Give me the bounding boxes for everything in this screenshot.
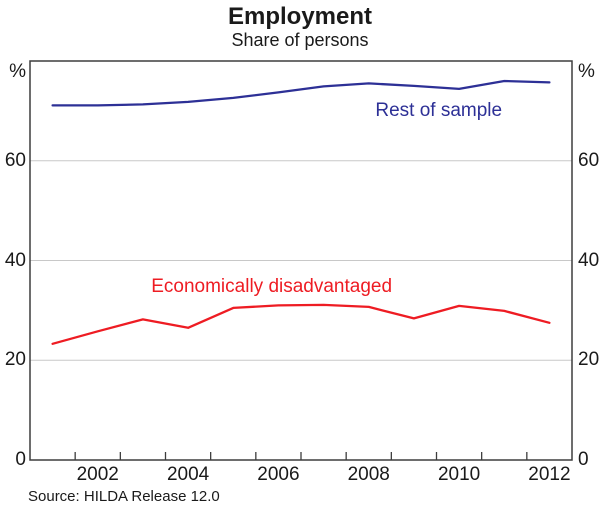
y-axis-unit-right: %	[578, 61, 595, 82]
x-tick-label-2008: 2008	[347, 464, 390, 485]
chart-title: Employment	[227, 3, 373, 30]
economically-disadvantaged-line	[51, 303, 551, 345]
y-axis-unit-left: %	[9, 61, 26, 82]
y-tick-label-left-60: 60	[4, 149, 26, 171]
x-tick-label-2012: 2012	[528, 464, 571, 485]
source-note: Source: HILDA Release 12.0	[28, 488, 220, 505]
y-tick-label-right-40: 40	[578, 249, 600, 271]
x-tick-label-2004: 2004	[166, 464, 210, 485]
y-tick-label-right-60: 60	[578, 149, 600, 171]
plot-frame	[29, 60, 573, 461]
x-tick-label-2010: 2010	[437, 464, 481, 485]
y-tick-label-left-20: 20	[4, 349, 26, 371]
x-tick-label-2006: 2006	[257, 464, 300, 485]
chart-subtitle: Share of persons	[231, 30, 369, 50]
rest-of-sample-label: Rest of sample	[375, 99, 503, 121]
y-tick-label-left-40: 40	[4, 249, 26, 271]
x-tick-label-2002: 2002	[76, 464, 119, 485]
rest-of-sample-line	[51, 79, 551, 107]
y-tick-label-right-0: 0	[578, 449, 589, 470]
economically-disadvantaged-label: Economically disadvantaged	[151, 275, 393, 297]
y-tick-label-right-20: 20	[578, 349, 600, 371]
y-tick-label-left-0: 0	[15, 449, 26, 470]
